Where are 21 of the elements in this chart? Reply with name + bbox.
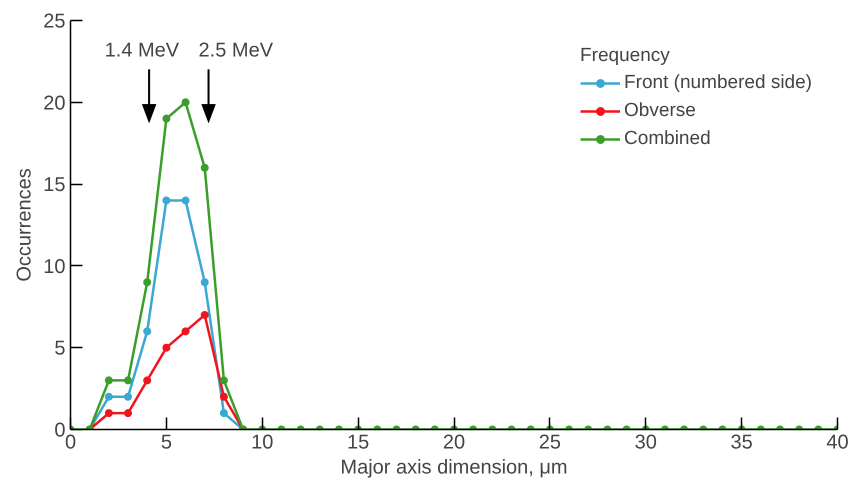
x-tick-label: 35	[730, 432, 753, 454]
y-tick-label: 15	[43, 174, 66, 196]
y-tick-label: 20	[43, 92, 66, 114]
y-tick-label: 5	[54, 338, 66, 360]
y-axis-title: Occurrences	[13, 168, 36, 282]
x-axis-title: Major axis dimension, μm	[340, 456, 568, 478]
x-tick-label: 30	[634, 432, 657, 454]
x-tick-label: 25	[538, 432, 561, 454]
ref-line-label: 2.5 MeV	[198, 39, 274, 62]
x-tick-label: 20	[442, 432, 466, 454]
ref-line-label: 1.4 MeV	[104, 39, 180, 62]
y-tick-label: 10	[43, 256, 66, 278]
x-tick-label: 40	[826, 432, 849, 454]
x-tick-label: 10	[251, 432, 274, 454]
x-tick-label: 5	[160, 432, 172, 454]
x-tick-label: 15	[347, 432, 370, 454]
legend-title: Frequency	[580, 45, 671, 67]
legend-label: Front (numbered side)	[624, 72, 812, 94]
legend-label: Combined	[624, 128, 711, 150]
y-tick-label: 25	[43, 10, 66, 32]
legend-label: Obverse	[624, 100, 696, 122]
